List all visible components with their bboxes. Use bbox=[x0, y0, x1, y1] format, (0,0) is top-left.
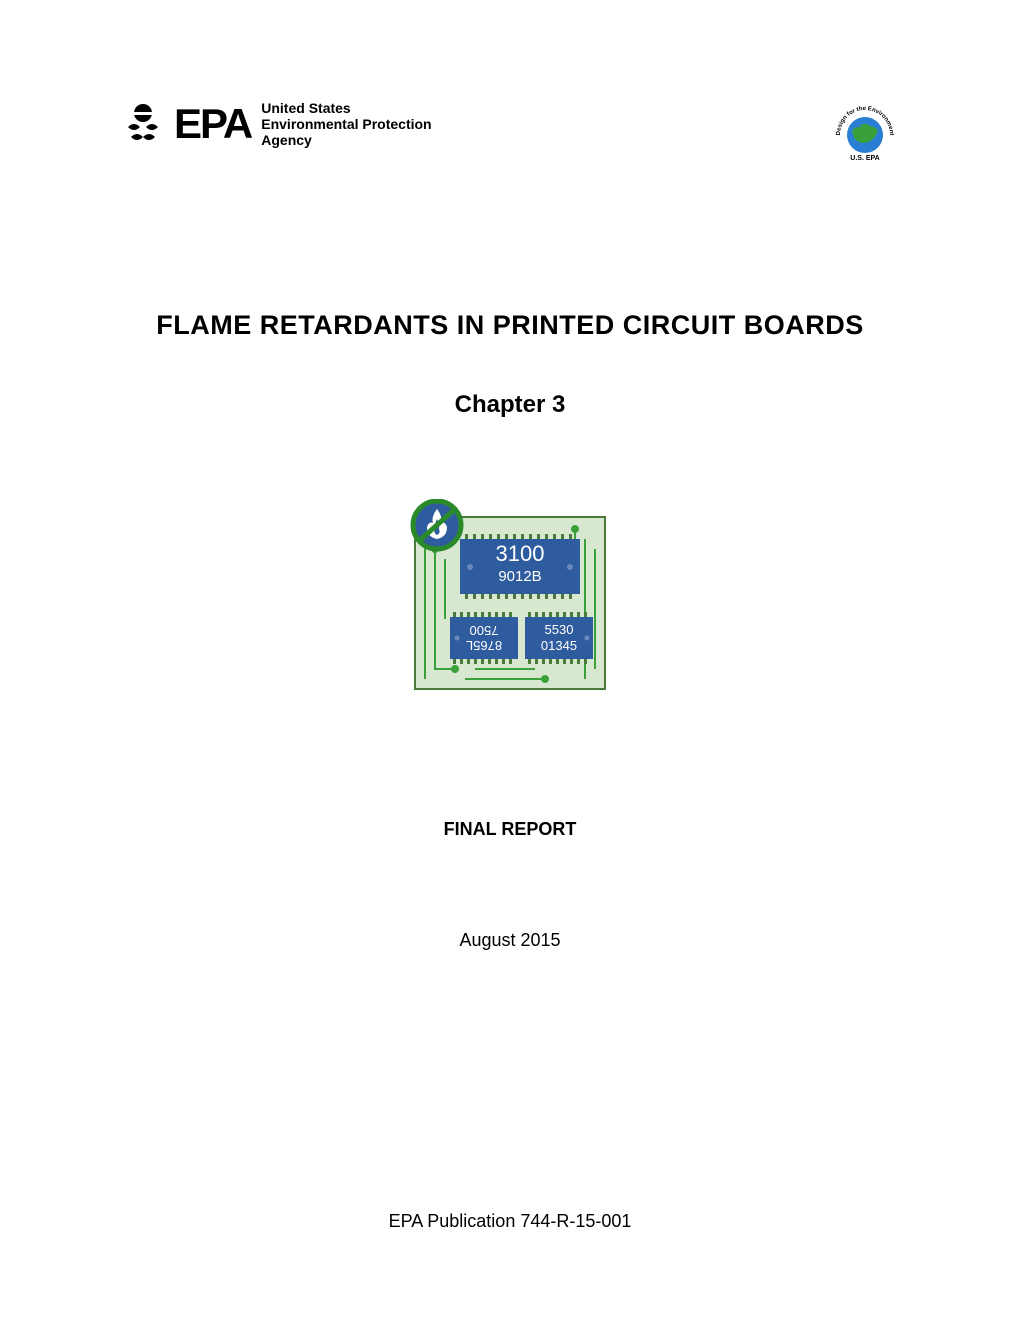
chip3-line1: 5530 bbox=[545, 622, 574, 637]
chip2-line2: 7500 bbox=[470, 623, 499, 638]
epa-line2: Environmental Protection bbox=[261, 116, 431, 132]
chip1-line1: 3100 bbox=[496, 541, 545, 566]
svg-text:U.S. EPA: U.S. EPA bbox=[850, 155, 879, 162]
epa-logo: EPA United States Environmental Protecti… bbox=[120, 100, 432, 148]
epa-acronym: EPA bbox=[174, 100, 251, 148]
pcb-illustration: 3100 9012B 8765L 7500 5530 01345 bbox=[405, 499, 615, 699]
report-type: FINAL REPORT bbox=[120, 819, 900, 840]
chip1-line2: 9012B bbox=[498, 568, 541, 585]
report-date: August 2015 bbox=[120, 930, 900, 951]
dfe-logo: Design for the Environment U.S. EPA bbox=[830, 100, 900, 170]
chip3-line2: 01345 bbox=[541, 638, 577, 653]
chapter-heading: Chapter 3 bbox=[120, 391, 900, 419]
epa-flower-icon bbox=[120, 101, 166, 147]
epa-line1: United States bbox=[261, 100, 431, 116]
document-title: FLAME RETARDANTS IN PRINTED CIRCUIT BOAR… bbox=[120, 310, 900, 341]
epa-full-name: United States Environmental Protection A… bbox=[261, 100, 431, 148]
epa-line3: Agency bbox=[261, 132, 431, 148]
epa-text-block: EPA United States Environmental Protecti… bbox=[174, 100, 432, 148]
publication-number: EPA Publication 744-R-15-001 bbox=[120, 1211, 900, 1232]
header-row: EPA United States Environmental Protecti… bbox=[120, 100, 900, 170]
no-flame-icon bbox=[413, 501, 461, 549]
chip2-line1: 8765L bbox=[466, 638, 502, 653]
